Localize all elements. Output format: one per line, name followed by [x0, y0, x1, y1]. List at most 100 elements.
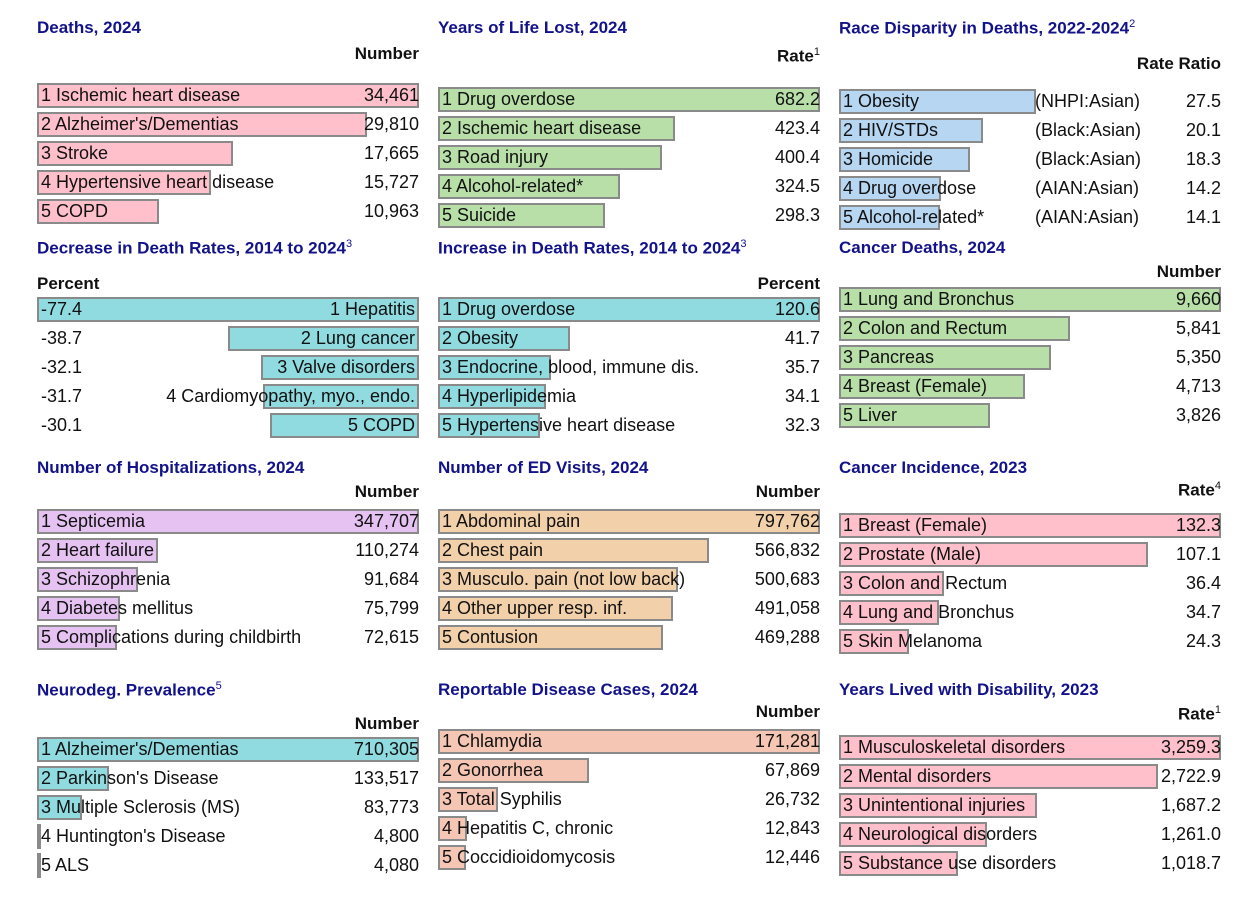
bar — [438, 116, 675, 141]
group-label: (Black:Asian) — [1035, 120, 1142, 140]
bar-row: 1 Abdominal pain 797,762 — [438, 508, 820, 535]
panel-hosp: Number of Hospitalizations, 2024 Number 1 … — [37, 458, 419, 673]
bar-label: 1 Breast (Female) — [843, 515, 988, 535]
bar-value: 75,799 — [363, 598, 419, 618]
bar-label: 3 Unintentional injuries — [843, 795, 1026, 815]
bar-row: 4 Hepatitis C, chronic 12,843 — [438, 815, 820, 842]
bar — [839, 822, 987, 847]
panel-yld: Years Lived with Disability, 2023 Rate1 1 … — [839, 680, 1221, 895]
column-header-text: Number — [354, 44, 419, 63]
bar-row: 4 Alcohol-related* 324.5 — [438, 173, 820, 200]
bar-value: 120.6 — [774, 299, 820, 319]
column-header-text: Number — [1156, 262, 1221, 281]
bar-row: 5 Alcohol-related* 14.1 (AIAN:Asian) — [839, 204, 1221, 231]
bar-label: 3 Multiple Sclerosis (MS) — [41, 797, 241, 817]
column-header: Number — [1157, 262, 1221, 282]
column-header-text: Rate Ratio — [1136, 54, 1221, 73]
column-header-text: Number — [755, 482, 820, 501]
bar-value: 12,446 — [764, 847, 820, 867]
bar-label: 4 Neurological disorders — [843, 824, 1038, 844]
bar-row: 5 COPD 10,963 — [37, 198, 419, 225]
bar-label: 1 Musculoskeletal disorders — [843, 737, 1066, 757]
bar — [839, 764, 1158, 789]
bar — [839, 205, 940, 230]
bar — [438, 787, 498, 812]
bar — [839, 513, 1221, 538]
bar-label: 5 Suicide — [442, 205, 517, 225]
bar — [37, 141, 233, 166]
bar-label: 3 Musculo. pain (not low back) — [442, 569, 686, 589]
bar-label: 4 Hypertensive heart disease — [41, 172, 275, 192]
bar — [37, 538, 158, 563]
bar-row: 3 Road injury 400.4 — [438, 144, 820, 171]
bar — [261, 355, 419, 380]
bar-row: 5 Coccidioidomycosis 12,446 — [438, 844, 820, 871]
bar-label: 1 Obesity — [843, 91, 920, 111]
bar-value: 12,843 — [764, 818, 820, 838]
panel-title: Neurodeg. Prevalence5 — [37, 680, 222, 701]
bar-label: 2 Lung cancer — [300, 328, 415, 348]
bar-row: 2 Colon and Rectum 5,841 — [839, 315, 1221, 342]
panel-reportable: Reportable Disease Cases, 2024 Number 1 Ch… — [438, 680, 820, 895]
column-header-text: Number — [354, 482, 419, 501]
bar-row: 3 Musculo. pain (not low back) 500,683 — [438, 566, 820, 593]
bar-label: 3 Pancreas — [843, 347, 935, 367]
bar-row: 3 Multiple Sclerosis (MS) 83,773 — [37, 794, 419, 821]
bar-value: 110,274 — [355, 540, 419, 560]
panel-title: Decrease in Death Rates, 2014 to 20243 — [37, 238, 352, 259]
bar-value: 4,080 — [373, 855, 419, 875]
bar-value: -30.1 — [41, 415, 83, 435]
bar-label: 2 Parkinson's Disease — [41, 768, 219, 788]
bar — [438, 567, 678, 592]
bar-value: 10,963 — [363, 201, 419, 221]
bar-label: 1 Alzheimer's/Dementias — [41, 739, 239, 759]
bar — [438, 509, 820, 534]
bar-row: 4 Diabetes mellitus 75,799 — [37, 595, 419, 622]
panel-ed: Number of ED Visits, 2024 Number 1 Abdomin… — [438, 458, 820, 673]
bar-row: 3 Colon and Rectum 36.4 — [839, 570, 1221, 597]
bar-row: 1 Lung and Bronchus 9,660 — [839, 286, 1221, 313]
bar — [839, 147, 970, 172]
bar-value: 566,832 — [754, 540, 820, 560]
bar-value: 3,259.3 — [1160, 737, 1221, 757]
bar-value: 17,665 — [363, 143, 419, 163]
bar — [37, 737, 419, 762]
bar — [37, 853, 41, 878]
bar-row: 1 Alzheimer's/Dementias 710,305 — [37, 736, 419, 763]
bar-row: 4 Drug overdose 14.2 (AIAN:Asian) — [839, 175, 1221, 202]
bar — [438, 326, 570, 351]
bar-row: 4 Neurological disorders 1,261.0 — [839, 821, 1221, 848]
bar-value: -77.4 — [41, 299, 83, 319]
bar — [839, 735, 1221, 760]
bar — [839, 542, 1148, 567]
bar-label: 3 Endocrine, blood, immune dis. — [442, 357, 700, 377]
bar-row: 1 Breast (Female) 132.3 — [839, 512, 1221, 539]
bar — [270, 413, 419, 438]
bar-value: 36.4 — [1185, 573, 1221, 593]
bar — [839, 176, 941, 201]
column-header: Number — [756, 482, 820, 502]
bar-value: -38.7 — [41, 328, 83, 348]
bar-row: 5 Liver 3,826 — [839, 402, 1221, 429]
bar — [438, 816, 467, 841]
bar-label: 2 Obesity — [442, 328, 519, 348]
bar-row: 1 Drug overdose 120.6 — [438, 296, 820, 323]
bar-value: 34.1 — [784, 386, 820, 406]
bar — [839, 374, 1025, 399]
bar-label: 2 Prostate (Male) — [843, 544, 982, 564]
column-header: Rate Ratio — [1137, 54, 1221, 74]
bar-row: 5 Substance use disorders 1,018.7 — [839, 850, 1221, 877]
bar-value: 4,800 — [373, 826, 419, 846]
panel-cancer_inc: Cancer Incidence, 2023 Rate4 1 Breast (Fem… — [839, 458, 1221, 673]
bar-value: 34,461 — [363, 85, 419, 105]
bar — [37, 625, 117, 650]
panel-increase: Increase in Death Rates, 2014 to 20243 Pe… — [438, 238, 820, 453]
title-footnote: 5 — [215, 680, 222, 692]
bar-value: 67,869 — [764, 760, 820, 780]
bar-row: 2 Lung cancer -38.7 — [37, 325, 419, 352]
bar-label: 1 Drug overdose — [442, 89, 576, 109]
column-header-text: Number — [755, 702, 820, 721]
bar — [37, 824, 41, 849]
column-header: Number — [756, 702, 820, 722]
bar — [263, 384, 419, 409]
